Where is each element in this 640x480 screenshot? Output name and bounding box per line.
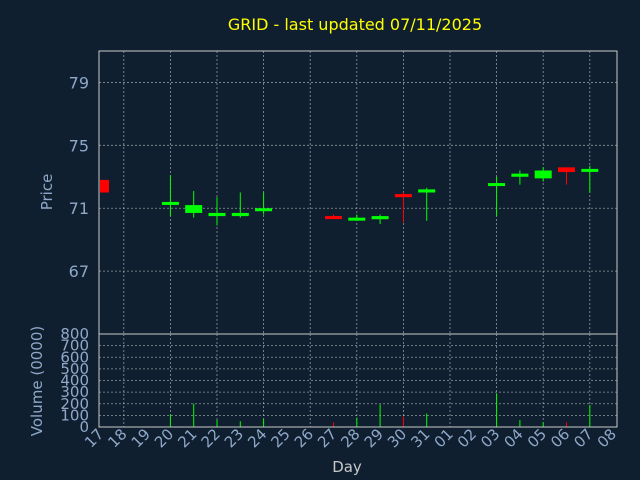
price-tick-label: 67 xyxy=(69,262,89,281)
candle-body xyxy=(558,167,575,173)
axis-text: 6771757901002003004005006007008001718192… xyxy=(60,73,620,451)
candle-body xyxy=(418,189,436,193)
candle-body xyxy=(208,212,226,217)
candle-body xyxy=(488,183,506,187)
candle-body xyxy=(511,173,529,177)
volume-tick-label: 200 xyxy=(60,395,89,413)
volume-axis-label: Volume (0000) xyxy=(28,326,46,436)
candle-body xyxy=(371,216,389,220)
chart-title: GRID - last updated 07/11/2025 xyxy=(228,15,482,34)
volume-tick-label: 600 xyxy=(60,348,89,366)
candle-body xyxy=(325,216,342,220)
candles xyxy=(100,165,599,226)
volume-tick-label: 0 xyxy=(79,418,89,436)
volume-grid xyxy=(99,334,617,427)
volume-tick-label: 100 xyxy=(60,406,89,424)
candle-body xyxy=(348,217,366,221)
x-tick-label: 08 xyxy=(594,425,620,451)
candle-body xyxy=(161,201,179,205)
volume-tick-label: 400 xyxy=(60,372,89,390)
price-grid xyxy=(99,51,617,334)
candle-body xyxy=(394,194,412,198)
volume-bars xyxy=(169,393,591,427)
price-tick-label: 71 xyxy=(69,199,89,218)
price-tick-label: 79 xyxy=(69,73,89,92)
volume-tick-label: 300 xyxy=(60,383,89,401)
candle-body xyxy=(581,168,599,172)
candle-body xyxy=(255,208,273,212)
candle-body xyxy=(100,179,109,193)
candle-body xyxy=(534,170,552,179)
volume-tick-label: 800 xyxy=(60,325,89,343)
x-axis-label: Day xyxy=(332,458,362,476)
volume-tick-label: 700 xyxy=(60,337,89,355)
price-tick-label: 75 xyxy=(69,136,89,155)
candle-body xyxy=(185,205,203,213)
volume-tick-label: 500 xyxy=(60,360,89,378)
candle-body xyxy=(231,212,249,217)
volume-plot-frame xyxy=(98,333,618,428)
y-axis-label: Price xyxy=(38,174,56,211)
price-plot-frame xyxy=(98,50,618,335)
